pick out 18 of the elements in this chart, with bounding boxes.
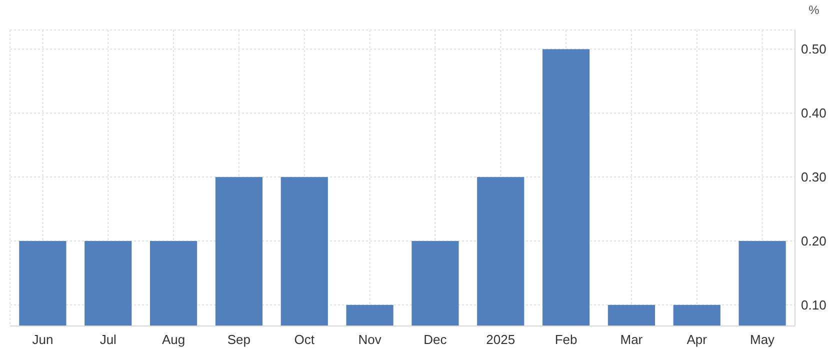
x-tick-label: 2025 <box>486 332 516 347</box>
x-tick-label: Oct <box>294 332 315 347</box>
y-axis-title: % <box>808 3 820 17</box>
y-tick-label: 0.10 <box>801 297 826 312</box>
y-tick-label: 0.30 <box>801 170 826 185</box>
x-tick-label: Jul <box>100 332 117 347</box>
x-tick-label: Sep <box>227 332 251 347</box>
y-tick-label: 0.40 <box>801 106 826 121</box>
x-tick-label: Feb <box>554 332 578 347</box>
x-tick-label: Mar <box>620 332 644 347</box>
x-tick-label: Aug <box>162 332 186 347</box>
x-tick-label: May <box>750 332 776 347</box>
x-tick-label: Nov <box>358 332 382 347</box>
y-tick-label: 0.50 <box>801 42 826 57</box>
x-tick-label: Jun <box>32 332 54 347</box>
y-tick-label: 0.20 <box>801 234 826 249</box>
x-tick-label: Dec <box>424 332 448 347</box>
x-tick-label: Apr <box>686 332 708 347</box>
